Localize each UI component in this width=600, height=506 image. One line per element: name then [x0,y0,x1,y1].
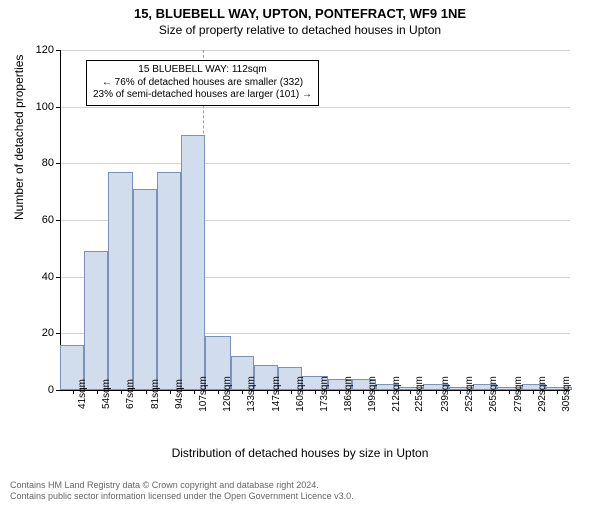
x-tick-label: 225sqm [414,376,425,412]
x-tick-label: 160sqm [295,376,306,412]
x-tick-label: 94sqm [174,379,185,409]
x-tick-mark [509,390,510,394]
y-axis-line [60,50,61,390]
x-tick-label: 252sqm [464,376,475,412]
annotation-line-2: ← 76% of detached houses are smaller (33… [93,77,312,90]
x-tick-label: 133sqm [246,376,257,412]
histogram-bar [108,172,134,390]
x-tick-label: 305sqm [561,376,572,412]
y-tick-label: 100 [24,101,54,113]
x-tick-mark [97,390,98,394]
chart-area: 02040608010012015 BLUEBELL WAY: 112sqm← … [60,50,570,420]
x-tick-mark [121,390,122,394]
x-tick-mark [363,390,364,394]
x-tick-mark [339,390,340,394]
x-tick-mark [557,390,558,394]
x-tick-mark [387,390,388,394]
x-tick-mark [218,390,219,394]
y-tick-label: 80 [24,157,54,169]
x-tick-mark [484,390,485,394]
x-tick-label: 212sqm [391,376,402,412]
x-tick-mark [460,390,461,394]
x-tick-label: 41sqm [77,379,88,409]
x-tick-label: 239sqm [440,376,451,412]
credits-block: Contains HM Land Registry data © Crown c… [10,480,354,502]
x-tick-mark [170,390,171,394]
x-tick-label: 81sqm [150,379,161,409]
annotation-box: 15 BLUEBELL WAY: 112sqm← 76% of detached… [86,60,319,106]
x-tick-label: 147sqm [271,376,282,412]
x-tick-label: 279sqm [513,376,524,412]
y-tick-label: 20 [24,327,54,339]
gridline [60,163,570,164]
y-tick-label: 40 [24,271,54,283]
x-tick-mark [533,390,534,394]
y-tick-label: 60 [24,214,54,226]
credits-line-2: Contains public sector information licen… [10,491,354,502]
x-tick-mark [194,390,195,394]
chart-title-sub: Size of property relative to detached ho… [0,23,600,37]
histogram-bar [181,135,205,390]
x-tick-label: 186sqm [343,376,354,412]
x-tick-label: 292sqm [537,376,548,412]
x-tick-mark [291,390,292,394]
annotation-line-3: 23% of semi-detached houses are larger (… [93,89,312,102]
x-tick-mark [146,390,147,394]
x-tick-label: 107sqm [198,376,209,412]
histogram-bar [157,172,181,390]
x-tick-mark [410,390,411,394]
histogram-bar [133,189,157,390]
x-tick-label: 67sqm [125,379,136,409]
x-tick-mark [267,390,268,394]
x-axis-label: Distribution of detached houses by size … [0,446,600,460]
chart-title-main: 15, BLUEBELL WAY, UPTON, PONTEFRACT, WF9… [0,6,600,21]
y-tick-label: 0 [24,384,54,396]
y-axis-label: Number of detached properties [12,55,26,220]
x-tick-label: 173sqm [319,376,330,412]
gridline [60,50,570,51]
x-tick-label: 54sqm [101,379,112,409]
x-tick-mark [315,390,316,394]
gridline [60,107,570,108]
annotation-line-1: 15 BLUEBELL WAY: 112sqm [93,64,312,77]
x-tick-mark [242,390,243,394]
x-tick-mark [436,390,437,394]
histogram-bar [84,251,108,390]
x-tick-mark [73,390,74,394]
x-tick-label: 265sqm [488,376,499,412]
x-tick-label: 120sqm [222,376,233,412]
credits-line-1: Contains HM Land Registry data © Crown c… [10,480,354,491]
y-tick-label: 120 [24,44,54,56]
x-tick-label: 199sqm [367,376,378,412]
